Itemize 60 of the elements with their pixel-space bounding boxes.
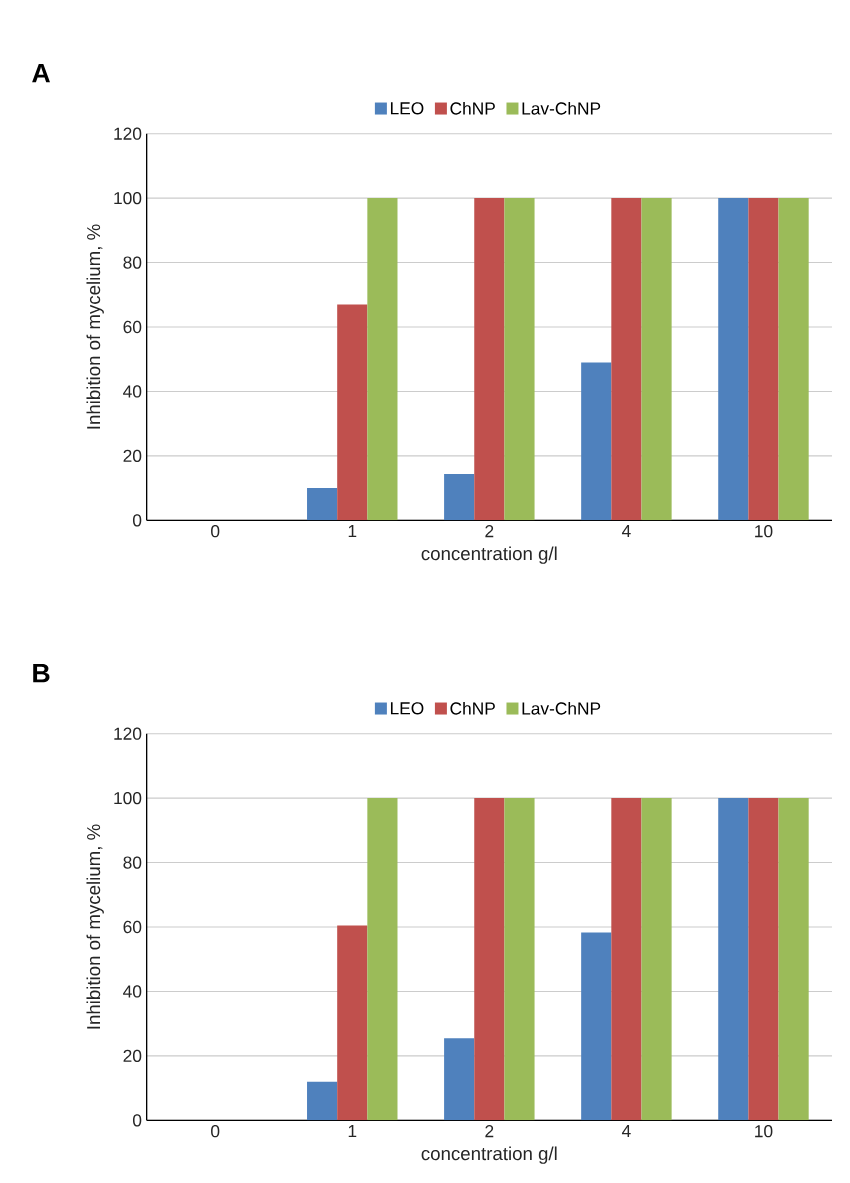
x-tick-label: 1 — [348, 525, 357, 537]
y-tick-label: 40 — [123, 985, 142, 998]
bar — [748, 798, 779, 1121]
legend-label: ChNP — [450, 101, 495, 115]
bar — [474, 198, 505, 521]
x-tick-label: 4 — [621, 525, 631, 537]
y-tick-label: 80 — [123, 856, 142, 869]
bar — [337, 304, 368, 521]
bar — [778, 198, 809, 521]
legend-label: LEO — [390, 702, 424, 715]
chart-title: A — [32, 63, 50, 83]
bar — [581, 932, 612, 1121]
y-axis-title: Inhibition of mycelium, % — [86, 224, 104, 429]
y-tick-label: 0 — [132, 1114, 142, 1127]
y-tick-label: 80 — [123, 256, 142, 269]
bar — [504, 198, 535, 521]
x-tick-label: 0 — [211, 1125, 220, 1138]
bar — [611, 798, 642, 1121]
bar — [748, 198, 779, 521]
x-tick-label: 1 — [348, 1125, 357, 1137]
bar — [307, 488, 338, 521]
legend-label: Lav-ChNP — [522, 701, 601, 715]
x-tick-label: 4 — [621, 1125, 631, 1137]
bar — [718, 798, 749, 1121]
x-tick-label: 2 — [485, 525, 494, 538]
y-tick-label: 100 — [114, 191, 142, 205]
x-axis-title: concentration g/l — [421, 1146, 557, 1164]
y-tick-label: 40 — [123, 385, 142, 398]
bar — [337, 925, 368, 1121]
bar — [307, 1081, 338, 1121]
y-tick-label: 60 — [123, 320, 142, 334]
y-tick-label: 120 — [114, 127, 142, 140]
bar — [718, 198, 749, 521]
legend-label: LEO — [390, 102, 424, 115]
bar — [581, 362, 612, 521]
bar — [504, 798, 535, 1121]
y-tick-label: 0 — [132, 514, 142, 527]
x-axis-title: concentration g/l — [421, 546, 557, 564]
bar — [778, 798, 809, 1121]
legend-label: ChNP — [450, 701, 495, 715]
x-tick-label: 10 — [755, 1125, 773, 1138]
y-tick-label: 20 — [123, 1049, 142, 1063]
legend-label: Lav-ChNP — [522, 101, 601, 115]
bar — [367, 798, 398, 1121]
bar — [641, 198, 672, 521]
chart-title: B — [33, 663, 50, 683]
bar — [444, 473, 475, 521]
bar — [641, 798, 672, 1121]
bar — [474, 798, 505, 1121]
y-tick-label: 120 — [114, 727, 142, 740]
y-tick-label: 100 — [114, 791, 142, 805]
x-tick-label: 0 — [211, 525, 220, 538]
bar — [444, 1038, 475, 1121]
bar — [367, 198, 398, 521]
y-tick-label: 20 — [123, 449, 142, 463]
x-tick-label: 10 — [755, 525, 773, 538]
y-axis-title: Inhibition of mycelium, % — [86, 824, 104, 1029]
x-tick-label: 2 — [485, 1125, 494, 1138]
bar — [611, 198, 642, 521]
y-tick-label: 60 — [123, 920, 142, 934]
